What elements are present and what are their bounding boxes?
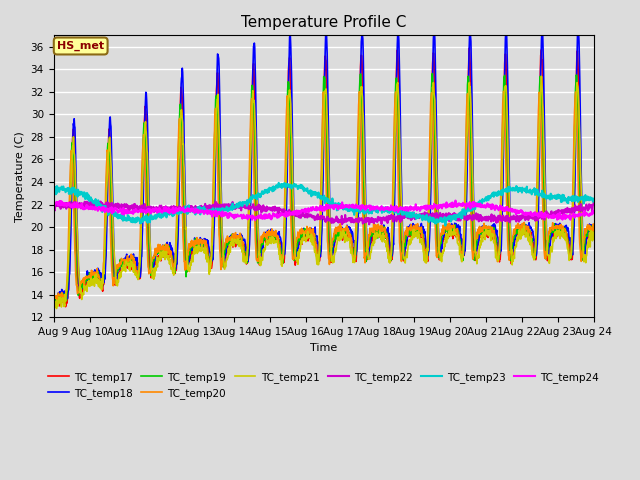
TC_temp18	[479, 224, 486, 229]
TC_temp24	[590, 209, 598, 215]
Y-axis label: Temperature (C): Temperature (C)	[15, 131, 25, 222]
TC_temp22	[590, 200, 598, 205]
TC_temp17	[157, 258, 164, 264]
TC_temp22	[479, 214, 486, 220]
TC_temp19	[408, 233, 415, 239]
TC_temp23	[275, 180, 283, 186]
TC_temp19	[526, 234, 534, 240]
TC_temp24	[157, 207, 164, 213]
TC_temp17	[590, 227, 598, 233]
TC_temp23	[479, 196, 486, 202]
TC_temp19	[590, 222, 598, 228]
TC_temp22	[408, 210, 416, 216]
Line: TC_temp18: TC_temp18	[54, 24, 594, 302]
TC_temp21	[170, 272, 178, 277]
Line: TC_temp21: TC_temp21	[54, 76, 594, 309]
TC_temp21	[478, 237, 486, 243]
TC_temp24	[252, 217, 259, 223]
TC_temp23	[157, 214, 164, 220]
TC_temp20	[230, 236, 238, 242]
TC_temp17	[479, 231, 486, 237]
TC_temp23	[526, 187, 534, 192]
TC_temp17	[50, 304, 58, 310]
TC_temp18	[408, 222, 415, 228]
TC_temp24	[408, 204, 415, 210]
TC_temp20	[50, 295, 58, 300]
Text: HS_met: HS_met	[57, 41, 104, 51]
TC_temp17	[526, 229, 534, 235]
TC_temp24	[230, 216, 238, 221]
TC_temp18	[590, 225, 598, 231]
TC_temp18	[51, 299, 58, 305]
TC_temp22	[50, 204, 58, 209]
TC_temp21	[590, 231, 598, 237]
TC_temp17	[61, 304, 69, 310]
TC_temp22	[526, 214, 534, 219]
TC_temp24	[526, 211, 534, 216]
TC_temp20	[500, 89, 508, 95]
TC_temp23	[408, 212, 415, 218]
TC_temp21	[50, 298, 58, 303]
Title: Temperature Profile C: Temperature Profile C	[241, 15, 406, 30]
TC_temp21	[526, 236, 534, 241]
Line: TC_temp22: TC_temp22	[54, 200, 594, 224]
TC_temp22	[157, 207, 164, 213]
TC_temp19	[50, 304, 58, 310]
TC_temp21	[52, 306, 60, 312]
TC_temp22	[88, 197, 95, 203]
Line: TC_temp20: TC_temp20	[54, 92, 594, 301]
TC_temp20	[408, 225, 415, 230]
TC_temp19	[170, 264, 178, 270]
X-axis label: Time: Time	[310, 343, 337, 353]
TC_temp19	[50, 303, 58, 309]
TC_temp19	[479, 230, 486, 236]
TC_temp18	[230, 232, 238, 238]
TC_temp20	[478, 227, 486, 233]
TC_temp24	[479, 204, 486, 209]
Line: TC_temp23: TC_temp23	[54, 183, 594, 226]
TC_temp19	[157, 246, 164, 252]
TC_temp17	[170, 263, 178, 268]
TC_temp19	[230, 233, 238, 239]
Line: TC_temp17: TC_temp17	[54, 48, 594, 307]
TC_temp23	[590, 196, 598, 202]
TC_temp21	[538, 73, 545, 79]
TC_temp20	[170, 268, 178, 274]
TC_temp18	[157, 245, 164, 251]
TC_temp21	[157, 255, 164, 261]
TC_temp22	[365, 221, 373, 227]
TC_temp17	[408, 231, 415, 237]
TC_temp22	[230, 203, 238, 208]
TC_temp20	[157, 246, 164, 252]
TC_temp19	[428, 71, 436, 76]
Line: TC_temp24: TC_temp24	[54, 201, 594, 220]
TC_temp24	[452, 198, 460, 204]
TC_temp18	[526, 224, 534, 230]
Line: TC_temp19: TC_temp19	[54, 73, 594, 307]
TC_temp23	[230, 204, 238, 210]
TC_temp21	[230, 236, 238, 242]
TC_temp18	[170, 256, 178, 262]
TC_temp24	[50, 200, 58, 206]
TC_temp20	[61, 298, 68, 304]
TC_temp20	[590, 223, 598, 229]
TC_temp20	[526, 230, 534, 236]
Legend: TC_temp17, TC_temp18, TC_temp19, TC_temp20, TC_temp21, TC_temp22, TC_temp23, TC_: TC_temp17, TC_temp18, TC_temp19, TC_temp…	[44, 368, 603, 403]
TC_temp17	[465, 45, 473, 51]
TC_temp21	[408, 234, 415, 240]
TC_temp23	[442, 223, 449, 228]
TC_temp18	[50, 298, 58, 303]
TC_temp18	[430, 21, 438, 27]
TC_temp22	[170, 206, 178, 212]
TC_temp23	[50, 186, 58, 192]
TC_temp23	[170, 213, 177, 218]
TC_temp17	[230, 240, 238, 246]
TC_temp24	[170, 208, 177, 214]
